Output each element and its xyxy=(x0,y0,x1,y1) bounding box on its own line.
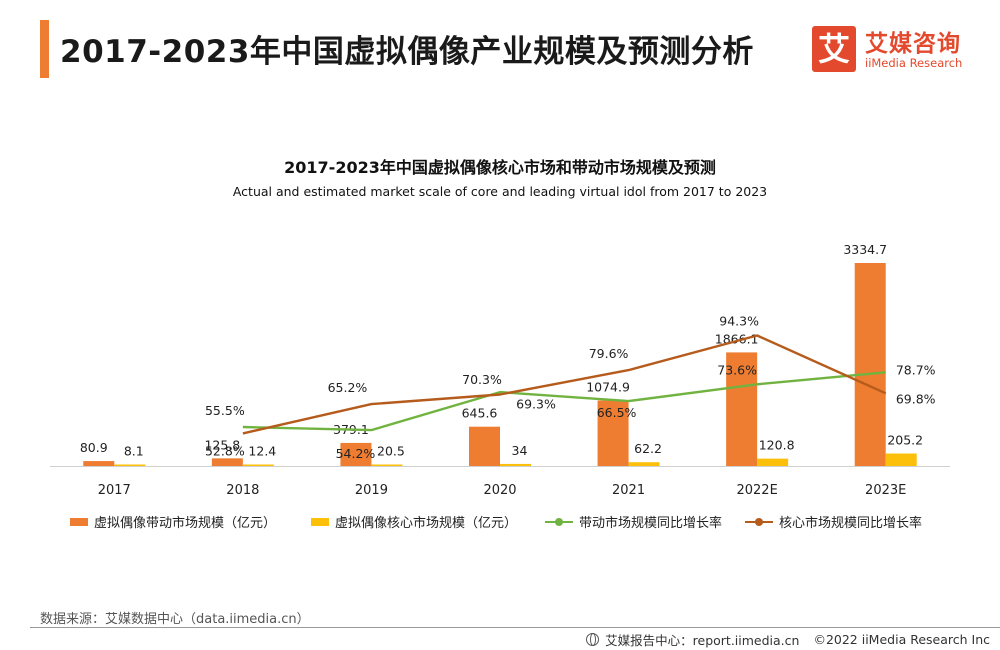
logo-name-en: iiMedia Research xyxy=(865,56,963,70)
core-market-label-2019: 20.5 xyxy=(377,444,405,459)
chart-subtitle: Actual and estimated market scale of cor… xyxy=(232,184,768,199)
footer: 艾媒报告中心：report.iimedia.cn ©2022 iiMedia R… xyxy=(586,630,990,649)
legend-item-leading-market: 虚拟偶像带动市场规模（亿元） xyxy=(70,512,276,531)
legend-swatch-leading-growth xyxy=(545,516,573,528)
legend-swatch-leading-market xyxy=(70,517,88,526)
leading-market-bar-2022E xyxy=(726,352,758,466)
legend-label-leading-growth: 带动市场规模同比增长率 xyxy=(579,516,723,531)
core-market-label-2018: 12.4 xyxy=(248,444,276,459)
legend-item-core-growth: 核心市场规模同比增长率 xyxy=(745,512,922,531)
leading-market-label-2017: 80.9 xyxy=(80,440,108,455)
core-growth-line xyxy=(242,334,887,435)
leading-growth-label-2020: 70.3% xyxy=(462,372,502,387)
leading-growth-label-2023E: 78.7% xyxy=(896,362,936,377)
logo-name-cn: 艾媒咨询 xyxy=(865,31,961,57)
leading-market-bar-2018 xyxy=(211,458,243,466)
x-tick-label-2021: 2021 xyxy=(612,483,645,498)
leading-market-label-2020: 645.6 xyxy=(462,406,498,421)
core-market-bar-2019 xyxy=(371,464,403,466)
footer-divider xyxy=(30,627,1000,628)
x-tick-label-2018: 2018 xyxy=(226,483,259,498)
legend-swatch-core-market xyxy=(311,517,329,526)
core-growth-label-2018: 52.8% xyxy=(205,443,245,458)
core-market-label-2021: 62.2 xyxy=(634,441,662,456)
legend-label-core-market: 虚拟偶像核心市场规模（亿元） xyxy=(335,516,518,531)
x-tick-label-2019: 2019 xyxy=(355,483,388,498)
leading-market-label-2022E: 1866.1 xyxy=(715,331,759,346)
leading-market-bar-2021 xyxy=(597,400,629,466)
x-tick-label-2022E: 2022E xyxy=(736,483,777,498)
leading-growth-label-2021: 66.5% xyxy=(597,405,637,420)
leading-market-bar-2020 xyxy=(469,426,500,466)
core-growth-label-2019: 65.2% xyxy=(328,380,368,395)
logo-mark: 艾 xyxy=(812,26,856,72)
core-market-bar-2020 xyxy=(500,463,531,466)
core-growth-label-2020: 69.3% xyxy=(516,396,556,411)
iimedia-logo: 艾 艾媒咨询 iiMedia Research xyxy=(812,22,987,78)
core-market-bar-2021 xyxy=(628,462,660,466)
core-market-bar-2022E xyxy=(757,458,789,466)
chart-title: 2017-2023年中国虚拟偶像核心市场和带动市场规模及预测 xyxy=(284,158,716,177)
core-growth-label-2021: 79.6% xyxy=(589,346,629,361)
leading-market-label-2018: 125.8 xyxy=(204,437,240,452)
core-market-label-2017: 8.1 xyxy=(124,444,144,459)
legend-label-leading-market: 虚拟偶像带动市场规模（亿元） xyxy=(94,516,277,531)
market-scale-chart: 80.9 125.8379.1645.61074.91866.13334.78.1… xyxy=(50,242,950,498)
legend-item-core-market: 虚拟偶像核心市场规模（亿元） xyxy=(311,512,517,531)
leading-market-label-2023E: 3334.7 xyxy=(843,242,887,257)
leading-market-bar-2023E xyxy=(854,263,886,466)
core-market-label-2023E: 205.2 xyxy=(887,433,923,448)
data-source: 数据来源：艾媒数据中心（data.iimedia.cn） xyxy=(40,612,310,627)
leading-market-bar-2019 xyxy=(340,442,372,466)
core-growth-label-2022E: 94.3% xyxy=(719,313,759,328)
report-center-link[interactable]: 艾媒报告中心：report.iimedia.cn xyxy=(605,633,800,648)
leading-growth-label-2018: 55.5% xyxy=(205,403,245,418)
copyright: ©2022 iiMedia Research Inc xyxy=(813,632,990,647)
core-market-label-2022E: 120.8 xyxy=(759,438,795,453)
leading-growth-line xyxy=(242,371,886,432)
core-market-bar-2018 xyxy=(242,464,274,466)
page-title: 2017-2023年中国虚拟偶像产业规模及预测分析 xyxy=(60,34,754,70)
leading-market-bar-2017 xyxy=(83,461,115,466)
core-market-bar-2017 xyxy=(114,464,146,466)
legend-item-leading-growth: 带动市场规模同比增长率 xyxy=(545,512,722,531)
x-tick-label-2023E: 2023E xyxy=(865,483,906,498)
legend-swatch-core-growth xyxy=(745,516,773,528)
core-growth-label-2023E: 69.8% xyxy=(896,391,936,406)
core-market-bar-2023E xyxy=(885,453,917,466)
globe-icon xyxy=(586,633,600,646)
title-accent-bar xyxy=(40,20,49,78)
legend-label-core-growth: 核心市场规模同比增长率 xyxy=(779,516,923,531)
leading-market-label-2021: 1074.9 xyxy=(586,380,630,395)
core-market-label-2020: 34 xyxy=(512,443,528,458)
x-tick-label-2017: 2017 xyxy=(98,483,131,498)
leading-growth-label-2019: 54.2% xyxy=(336,446,376,461)
leading-growth-label-2022E: 73.6% xyxy=(717,362,757,377)
x-tick-label-2020: 2020 xyxy=(483,483,516,498)
